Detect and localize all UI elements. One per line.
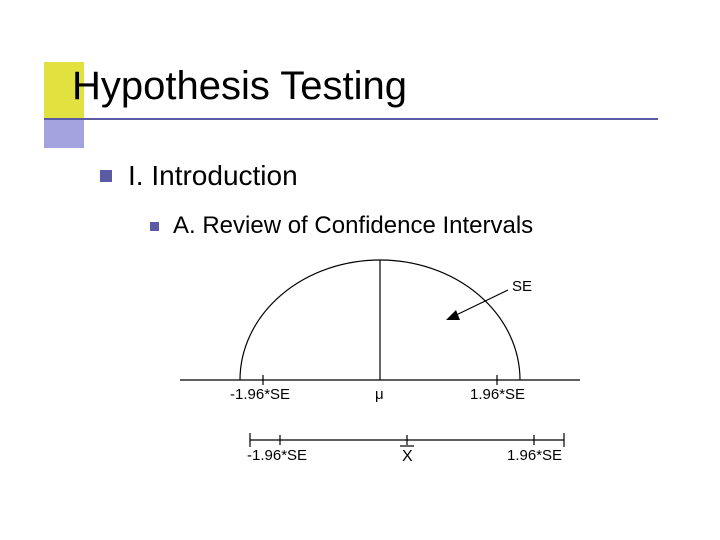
axis2-left-label: -1.96*SE	[247, 447, 307, 464]
axis2-right-label: 1.96*SE	[507, 447, 562, 464]
outline-level2-text: A. Review of Confidence Intervals	[173, 212, 533, 240]
se-label: SE	[512, 278, 532, 295]
slide-title: Hypothesis Testing	[72, 64, 407, 109]
square-bullet-icon	[150, 222, 159, 231]
accent-purple	[44, 118, 84, 148]
outline-level1: I. Introduction	[100, 160, 298, 192]
square-bullet-icon	[100, 170, 112, 182]
se-pointer-line	[450, 290, 508, 318]
axis1-left-label: -1.96*SE	[230, 386, 290, 403]
axis1-center-label: μ	[375, 386, 384, 403]
outline-level2: A. Review of Confidence Intervals	[150, 212, 533, 240]
xbar-symbol: X	[402, 448, 413, 465]
axis1-right-label: 1.96*SE	[470, 386, 525, 403]
title-underline	[44, 118, 658, 120]
outline-level1-text: I. Introduction	[128, 160, 298, 192]
se-arrowhead	[446, 310, 460, 320]
diagram-svg: X	[150, 250, 610, 480]
confidence-interval-diagram: X SE -1.96*SE μ 1.96*SE -1.96*SE 1.96*SE	[150, 250, 610, 480]
